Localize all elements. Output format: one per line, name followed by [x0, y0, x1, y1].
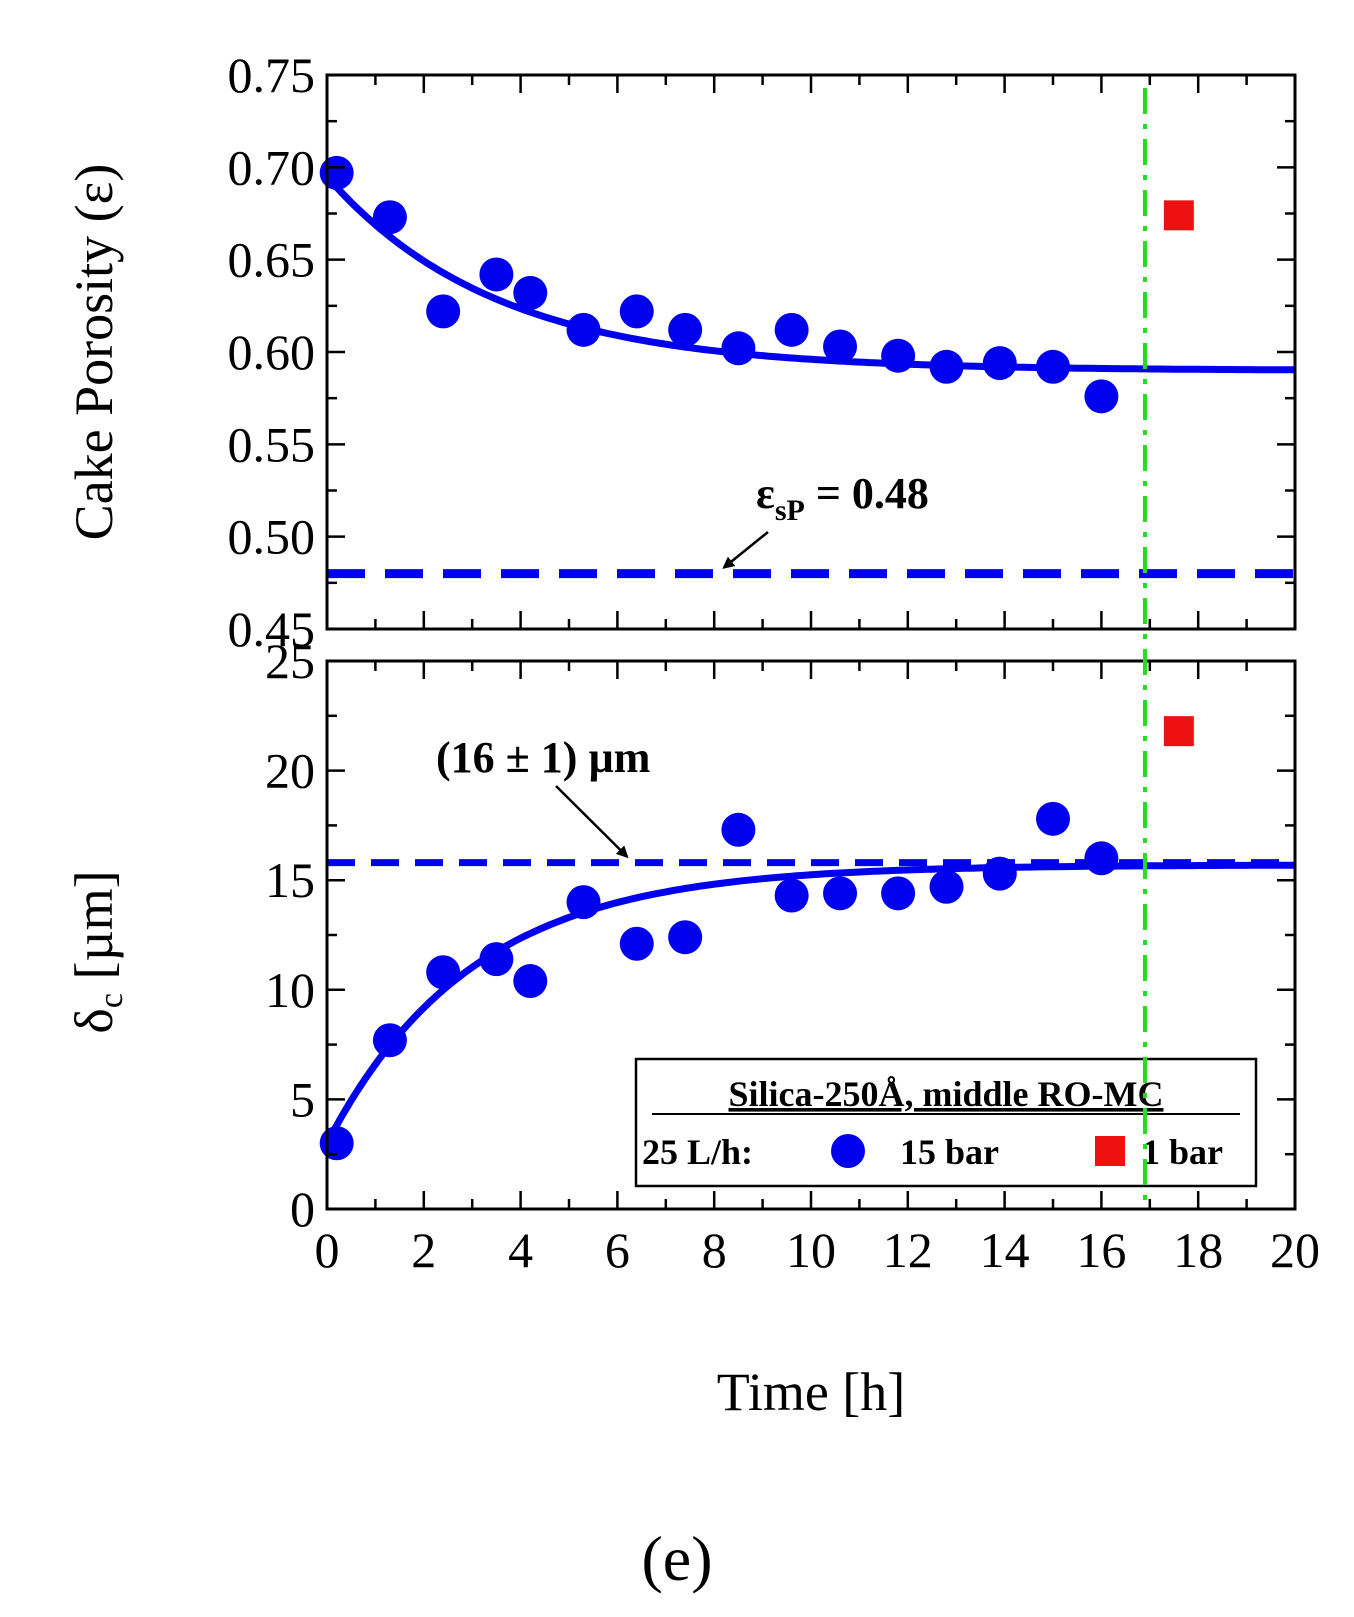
porosity-y-tick-label: 0.45 [228, 601, 316, 657]
porosity-point-15bar [721, 331, 756, 366]
time-x-tick-label: 4 [508, 1222, 533, 1278]
time-x-tick-label: 20 [1270, 1222, 1320, 1278]
legend: Silica-250Å, middle RO-MC 25 L/h: 15 bar… [634, 1057, 1258, 1188]
time-x-tick-label: 12 [883, 1222, 933, 1278]
thickness-point-15bar [982, 856, 1017, 891]
thickness-y-tick-label: 10 [265, 962, 315, 1018]
thickness-point-15bar [566, 885, 601, 920]
thickness-axis-unit: [µm] [64, 870, 124, 993]
porosity-point-15bar [513, 275, 548, 310]
porosity-annotation-value: = 0.48 [805, 469, 929, 518]
porosity-point-15bar [319, 155, 354, 190]
time-x-tick-label: 0 [315, 1222, 340, 1278]
porosity-point-1bar [1163, 200, 1194, 231]
porosity-fit-curve [327, 174, 1295, 374]
thickness-point-15bar [929, 869, 964, 904]
time-x-tick-label: 14 [980, 1222, 1030, 1278]
legend-frame [634, 1057, 1258, 1188]
time-x-tick-label: 8 [702, 1222, 727, 1278]
porosity-axis-title: Cake Porosity (ε) [64, 164, 124, 541]
porosity-point-15bar [566, 312, 601, 347]
time-axis-title: Time [h] [717, 1362, 906, 1422]
porosity-point-15bar [929, 349, 964, 384]
thickness-y-tick-label: 20 [265, 743, 315, 799]
legend-marker-15bar [831, 1134, 865, 1168]
time-x-tick-label: 16 [1076, 1222, 1126, 1278]
thickness-point-15bar [1084, 841, 1119, 876]
porosity-annotation-arrow [722, 531, 769, 569]
thickness-point-15bar [774, 878, 809, 913]
porosity-point-15bar [1036, 349, 1070, 384]
thickness-point-15bar [881, 876, 916, 911]
porosity-panel: 0.45 0.50 0.55 0.60 0.65 0.70 0.75 Cake Porosi… [64, 47, 1297, 657]
thickness-y-tick-label: 25 [265, 633, 315, 689]
porosity-y-tick-label: 0.50 [228, 509, 316, 565]
porosity-y-tick-label: 0.60 [228, 324, 316, 380]
legend-label-1bar: 1 bar [1142, 1132, 1223, 1172]
thickness-point-15bar [479, 942, 514, 977]
porosity-point-15bar [479, 257, 514, 292]
legend-title: Silica-250Å, middle RO-MC [729, 1074, 1164, 1114]
porosity-point-15bar [823, 329, 858, 364]
time-x-tick-label: 18 [1173, 1222, 1223, 1278]
porosity-point-15bar [982, 346, 1017, 381]
thickness-point-15bar [721, 812, 756, 847]
thickness-y-tick-label: 5 [290, 1071, 315, 1127]
porosity-annotation-subscript: sP [775, 494, 805, 527]
porosity-y-tick-label: 0.75 [228, 47, 316, 103]
thickness-point-15bar [1036, 801, 1070, 836]
porosity-annotation: εsP = 0.48 [756, 469, 929, 527]
thickness-annotation: (16 ± 1) µm [436, 733, 650, 782]
thickness-y-tick-label: 0 [290, 1181, 315, 1237]
porosity-annotation-symbol: ε [756, 469, 775, 518]
thickness-axis-subscript: c [93, 993, 130, 1008]
time-x-tick-label: 6 [605, 1222, 630, 1278]
porosity-point-15bar [774, 312, 809, 347]
thickness-point-15bar [372, 1023, 407, 1058]
thickness-y-tick-label: 15 [265, 852, 315, 908]
panel-label: (e) [641, 1523, 712, 1594]
porosity-point-15bar [881, 338, 916, 373]
thickness-point-15bar [513, 964, 548, 999]
porosity-y-tick-label: 0.70 [228, 139, 316, 195]
porosity-y-tick-label: 0.55 [228, 416, 316, 472]
time-x-tick-label: 10 [786, 1222, 836, 1278]
thickness-point-15bar [426, 955, 461, 990]
thickness-point-15bar [619, 926, 654, 961]
porosity-point-15bar [426, 294, 461, 329]
legend-prefix: 25 L/h: [642, 1132, 753, 1172]
thickness-annotation-arrow [555, 785, 629, 859]
thickness-axis-symbol: δ [64, 1008, 124, 1033]
porosity-point-15bar [668, 312, 703, 347]
thickness-axis-title: δc [µm] [64, 870, 130, 1033]
thickness-point-15bar [823, 876, 858, 911]
porosity-point-15bar [619, 294, 654, 329]
thickness-point-1bar [1163, 716, 1194, 747]
porosity-point-15bar [372, 200, 407, 235]
porosity-y-tick-label: 0.65 [228, 232, 316, 288]
thickness-point-15bar [668, 920, 703, 955]
porosity-point-15bar [1084, 379, 1119, 414]
legend-label-15bar: 15 bar [900, 1132, 999, 1172]
porosity-plot-frame [325, 73, 1297, 631]
time-x-tick-label: 2 [411, 1222, 436, 1278]
legend-marker-1bar [1095, 1136, 1125, 1166]
thickness-panel: 0 5 10 15 20 25 0 2 4 6 8 10 12 14 16 18 20 δc [µm] Tim… [64, 633, 1320, 1422]
